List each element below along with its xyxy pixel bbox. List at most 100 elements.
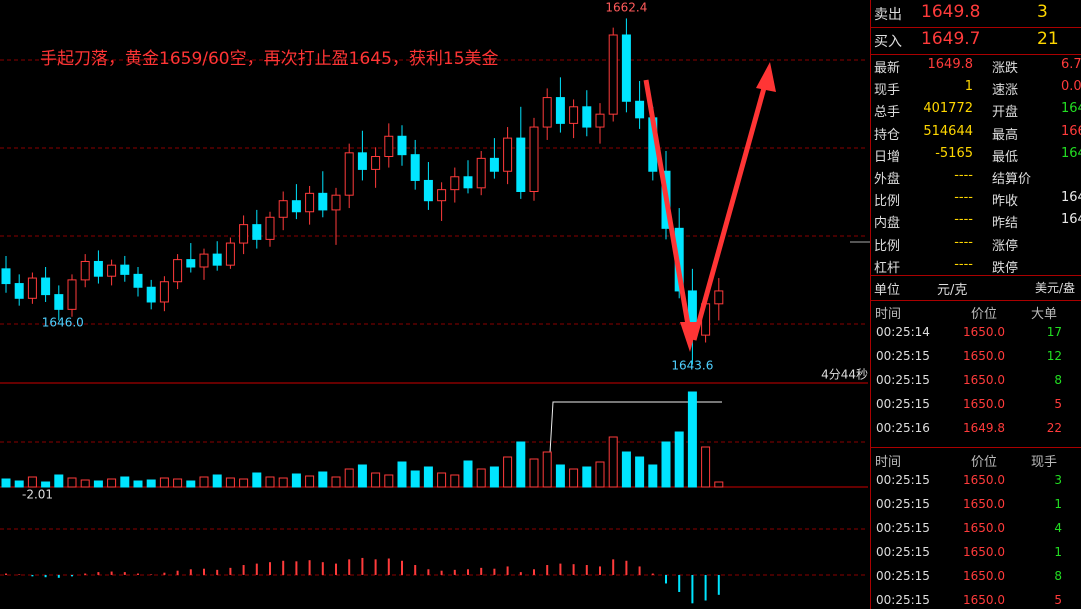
cell: 00:25:15 (876, 497, 930, 511)
cell: 5 (1054, 397, 1062, 411)
volume-bar (503, 456, 513, 488)
cell: 00:25:16 (876, 421, 930, 435)
candle-body (635, 100, 645, 119)
cell: 卖出 (874, 7, 902, 23)
volume-bar (133, 480, 143, 488)
cell: ---- (954, 168, 973, 183)
cell: 4 (1054, 521, 1062, 535)
cell: 结算价 (992, 172, 1032, 187)
cell: 166 (1061, 123, 1081, 139)
cell: 00:25:15 (876, 521, 930, 535)
cell: 比例 (874, 194, 901, 210)
cell: 00:25:15 (876, 373, 930, 387)
annotation: 手起刀落，黄金1659/60空，再次打止盈1645，获利15美金 (40, 49, 499, 69)
cell: 514644 (923, 123, 973, 139)
volume-bar (239, 478, 249, 488)
cell: 8 (1054, 569, 1062, 583)
volume-bar (54, 474, 64, 488)
candle-body (93, 260, 103, 277)
volume-bar (476, 468, 486, 488)
candle-body (582, 106, 592, 128)
cell: 时间 (875, 307, 902, 322)
candle-body (120, 264, 130, 275)
candle-body (54, 294, 64, 310)
candle-body (714, 290, 724, 305)
cell: 1 (1054, 545, 1062, 559)
cell: 12 (1046, 349, 1062, 363)
volume-bar (80, 479, 90, 488)
cell: 5 (1054, 593, 1062, 607)
candle-body (41, 277, 51, 296)
cell: 大单 (1031, 307, 1058, 322)
candle-body (503, 137, 513, 172)
cell: 日增 (874, 149, 901, 165)
volume-bar (489, 466, 499, 488)
volume-bar (67, 477, 77, 488)
cell: 164 (1061, 145, 1081, 161)
candle-body (595, 113, 605, 128)
cell: 昨结 (992, 216, 1019, 232)
cell: 21 (1037, 29, 1059, 49)
volume-bar (595, 461, 605, 488)
candle-body (476, 157, 486, 189)
cell: 1650.0 (963, 349, 1005, 363)
candle-body (397, 135, 407, 156)
volume-bar (621, 451, 631, 488)
volume-bar (687, 391, 697, 488)
cell: 1650.0 (963, 325, 1005, 339)
candle-body (555, 97, 565, 124)
cell: 17 (1046, 325, 1062, 339)
cell: 0.0 (1061, 79, 1081, 95)
cell: 现手 (1031, 455, 1058, 470)
grid (0, 59, 868, 576)
cell: 22 (1046, 421, 1062, 435)
cell: ---- (954, 234, 973, 250)
cell: 1650.0 (963, 397, 1005, 411)
volume-bar (357, 464, 367, 488)
arrows (643, 62, 776, 352)
volume-bar (120, 476, 130, 488)
volume-bar (41, 481, 51, 488)
volume-bar (582, 466, 592, 488)
candle-body (27, 277, 37, 299)
volume-bar (674, 431, 684, 488)
volume-bar (371, 472, 381, 488)
volume-bar (1, 478, 11, 488)
cell: 1 (1054, 497, 1062, 511)
candle-body (146, 286, 156, 303)
cell: 164 (1061, 212, 1081, 228)
cell: 持仓 (874, 127, 901, 143)
cell: 164 (1061, 101, 1081, 117)
cell: 昨收 (992, 194, 1019, 210)
candle-body (265, 216, 275, 240)
candle-body (107, 264, 117, 277)
separator (871, 300, 1081, 301)
volume-bar (93, 480, 103, 488)
volume-bar (159, 477, 169, 488)
volume-bar (397, 461, 407, 488)
cell: 00:25:15 (876, 569, 930, 583)
candle-body (450, 176, 460, 191)
cell: 杠杆 (874, 260, 901, 276)
candle-body (542, 97, 552, 128)
separator (871, 54, 1081, 55)
candle-body (199, 253, 209, 268)
volume-bar (252, 472, 262, 488)
low-label: 1646.0 (42, 316, 84, 330)
separator (871, 275, 1081, 276)
candle-body (489, 157, 499, 172)
candle-body (344, 152, 354, 196)
candle-body (67, 279, 77, 310)
candle-body (608, 34, 618, 115)
candle-body (252, 224, 262, 240)
cell: 最新 (874, 61, 901, 76)
cell: -5165 (935, 145, 973, 161)
candle-body (437, 189, 447, 202)
macd-label: -2.01 (22, 488, 53, 502)
candle-body (239, 224, 249, 244)
cell: 内盘 (874, 216, 901, 232)
timer: 4分44秒 (821, 368, 868, 382)
volume-bar (344, 468, 354, 488)
volume-bar (14, 480, 24, 488)
volume-bar (186, 480, 196, 488)
